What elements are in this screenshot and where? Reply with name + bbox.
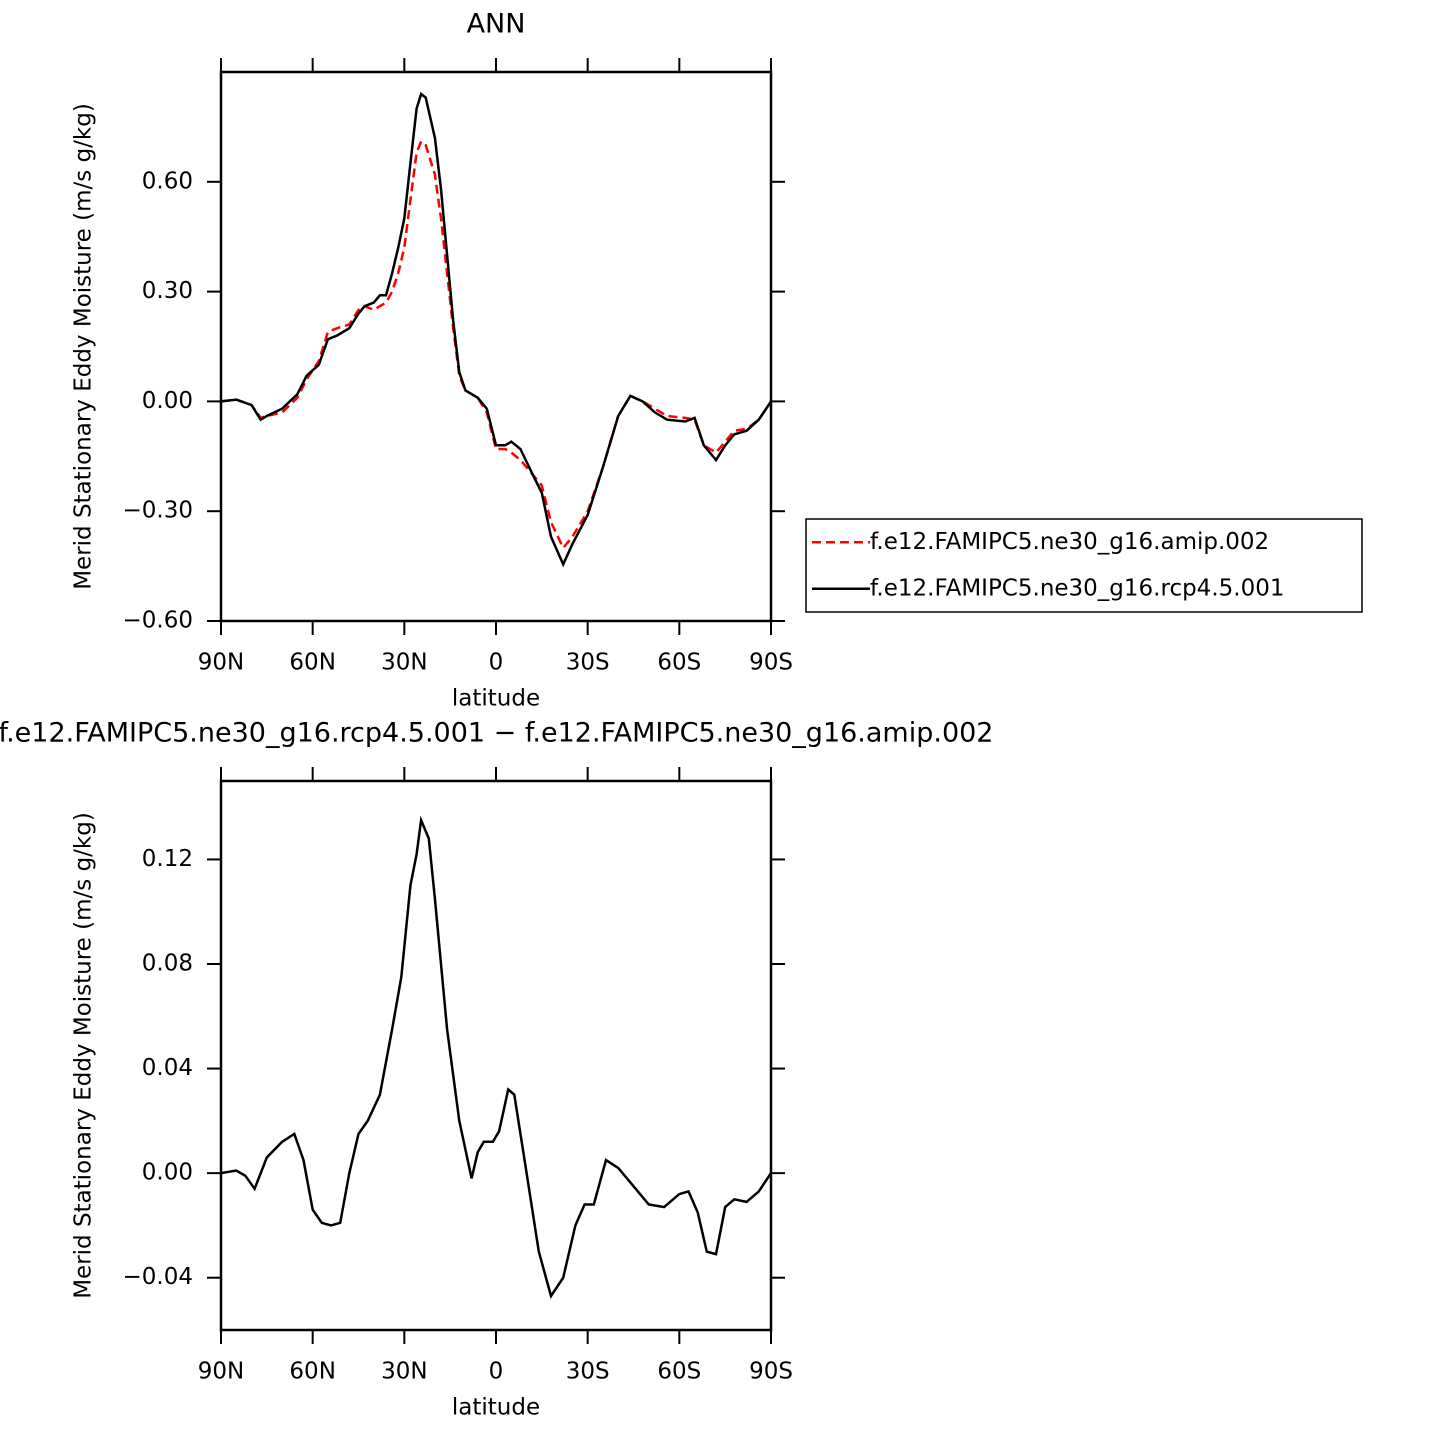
- y-tick-label: −0.04: [123, 1264, 193, 1290]
- legend-label: f.e12.FAMIPC5.ne30_g16.rcp4.5.001: [870, 575, 1284, 601]
- x-tick-label: 90N: [198, 650, 244, 676]
- chart-title: f.e12.FAMIPC5.ne30_g16.rcp4.5.001 − f.e1…: [0, 718, 993, 749]
- chart-title: ANN: [467, 9, 526, 40]
- x-tick-label: 30S: [566, 650, 610, 676]
- x-tick-label: 90S: [749, 1359, 793, 1385]
- y-tick-label: 0.04: [142, 1055, 193, 1081]
- legend-label: f.e12.FAMIPC5.ne30_g16.amip.002: [870, 529, 1269, 555]
- x-tick-label: 60N: [289, 650, 335, 676]
- data-line: [220, 815, 773, 1299]
- x-tick-label: 90N: [198, 1359, 244, 1385]
- plot-frame: [219, 779, 773, 1332]
- y-axis-label: Merid Stationary Eddy Moisture (m/s g/kg…: [71, 812, 97, 1299]
- x-tick-label: 60S: [657, 1359, 701, 1385]
- x-tick-label: 0: [489, 650, 504, 676]
- y-tick-label: 0.30: [142, 278, 193, 304]
- y-tick-label: −0.60: [123, 608, 193, 634]
- x-axis-label: latitude: [452, 1395, 540, 1421]
- y-axis-label: Merid Stationary Eddy Moisture (m/s g/kg…: [71, 103, 97, 590]
- x-axis-label: latitude: [452, 686, 540, 712]
- x-tick-label: 30S: [566, 1359, 610, 1385]
- x-tick-label: 30N: [381, 650, 427, 676]
- y-tick-label: 0.08: [142, 951, 193, 977]
- x-tick-label: 30N: [381, 1359, 427, 1385]
- y-tick-label: 0.60: [142, 168, 193, 194]
- legend-box: [805, 518, 1363, 613]
- x-tick-label: 60S: [657, 650, 701, 676]
- x-tick-label: 0: [489, 1359, 504, 1385]
- y-tick-label: 0.00: [142, 1160, 193, 1186]
- x-tick-label: 90S: [749, 650, 793, 676]
- y-tick-label: 0.12: [142, 846, 193, 872]
- plot-frame: [219, 70, 773, 623]
- y-tick-label: −0.30: [123, 498, 193, 524]
- data-line: [220, 139, 773, 551]
- data-line: [220, 91, 773, 568]
- y-tick-label: 0.00: [142, 388, 193, 414]
- x-tick-label: 60N: [289, 1359, 335, 1385]
